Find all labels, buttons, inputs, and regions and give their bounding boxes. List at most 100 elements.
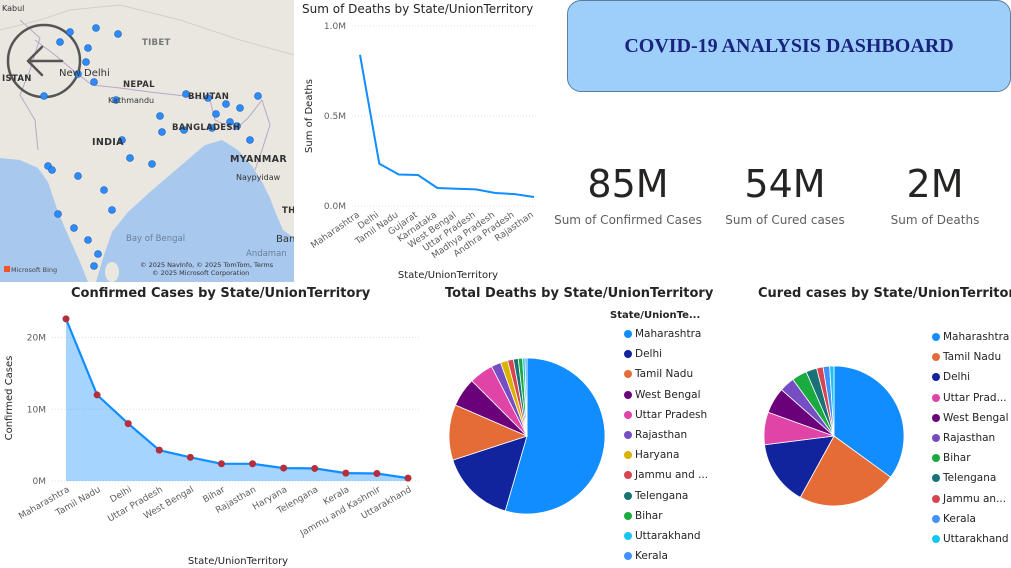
data-point[interactable] [186, 453, 194, 461]
cured-pie-chart[interactable] [762, 356, 922, 516]
map-dot[interactable] [70, 224, 78, 232]
legend-item[interactable]: Uttar Pradesh [624, 409, 707, 421]
pie-slice[interactable] [452, 435, 528, 512]
data-point[interactable] [311, 464, 319, 472]
legend-dot-icon [932, 434, 940, 442]
legend-item[interactable]: Kerala [624, 550, 668, 562]
map-dot[interactable] [236, 104, 244, 112]
kpi-cured-value: 54M [744, 162, 826, 206]
map-dot[interactable] [233, 122, 241, 130]
map-dot[interactable] [90, 78, 98, 86]
legend-item[interactable]: Delhi [624, 348, 662, 360]
y-tick-label: 0.5M [324, 112, 346, 122]
legend-item[interactable]: Maharashtra [624, 328, 701, 340]
map-dot[interactable] [204, 94, 212, 102]
map-dot[interactable] [54, 210, 62, 218]
pie-slice[interactable] [504, 357, 606, 515]
map-dot[interactable] [246, 136, 254, 144]
map-dot[interactable] [180, 126, 188, 134]
legend-item[interactable]: Uttar Prad... [932, 392, 1007, 404]
legend-item[interactable]: Rajasthan [932, 432, 995, 444]
map-dot[interactable] [108, 206, 116, 214]
legend-dot-icon [932, 393, 940, 402]
data-point[interactable] [62, 315, 70, 323]
legend-label: Uttar Pradesh [635, 408, 708, 421]
map-dot[interactable] [114, 30, 122, 38]
confirmed-series-line[interactable] [64, 318, 409, 480]
deaths-series-line[interactable] [359, 54, 535, 198]
map-dot[interactable] [84, 44, 92, 52]
map-label: BANGLADESH [172, 123, 241, 133]
legend-item[interactable]: Telengana [932, 472, 996, 484]
map-dot[interactable] [100, 186, 108, 194]
legend-item[interactable]: Tamil Nadu [624, 368, 693, 380]
data-point[interactable] [342, 469, 350, 477]
legend-item[interactable]: Maharashtra [932, 331, 1009, 343]
map-dot[interactable] [94, 250, 102, 258]
x-axis-title: State/UnionTerritory [188, 556, 288, 567]
legend-item[interactable]: Tamil Nadu [932, 351, 1001, 363]
pie-slice[interactable] [799, 435, 892, 507]
legend-item[interactable]: Uttarakhand [932, 533, 1009, 545]
map-dot[interactable] [182, 90, 190, 98]
x-axis-title: State/UnionTerritory [398, 270, 498, 281]
pie-slice[interactable] [833, 365, 905, 478]
map-visual[interactable]: Kabul ISTAN New Delhi TIBET NEPAL BHUTAN… [0, 0, 294, 282]
map-dot[interactable] [74, 172, 82, 180]
data-point[interactable] [249, 460, 257, 468]
map-dot[interactable] [208, 124, 216, 132]
map-dot[interactable] [126, 154, 134, 162]
legend-item[interactable]: Haryana [624, 449, 679, 461]
map-dot[interactable] [48, 166, 56, 174]
map-dot[interactable] [84, 236, 92, 244]
legend-item[interactable]: Jammu an... [932, 493, 1006, 505]
map-dot[interactable] [40, 92, 48, 100]
legend-label: Jammu an... [943, 492, 1007, 505]
map-dot[interactable] [156, 112, 164, 120]
map-dot[interactable] [254, 92, 262, 100]
legend-label: Uttarakhand [635, 530, 701, 542]
pie-slice[interactable] [764, 435, 835, 498]
map-dot[interactable] [118, 136, 126, 144]
map-dot[interactable] [226, 118, 234, 126]
legend-item[interactable]: West Bengal [624, 389, 701, 401]
data-point[interactable] [124, 420, 132, 428]
map-dot[interactable] [66, 28, 74, 36]
kpi-confirmed-value: 85M [587, 162, 669, 206]
data-point[interactable] [404, 474, 412, 482]
legend-dot-icon [932, 494, 940, 503]
legend-item[interactable]: Telengana [624, 490, 688, 502]
legend-item[interactable]: Bihar [932, 452, 971, 464]
map-dot[interactable] [158, 128, 166, 136]
legend-dot-icon [932, 373, 940, 382]
map-dot[interactable] [148, 160, 156, 168]
data-point[interactable] [155, 446, 163, 454]
data-point[interactable] [217, 460, 225, 468]
pie-slice[interactable] [829, 365, 835, 437]
legend-item[interactable]: West Bengal [932, 412, 1009, 424]
map-dot[interactable] [92, 24, 100, 32]
confirmed-area-fill [66, 318, 408, 481]
pie-slice[interactable] [524, 357, 528, 437]
legend-item[interactable]: Uttarakhand [624, 530, 701, 542]
deaths-pie-chart[interactable] [440, 340, 610, 530]
legend-label: West Bengal [943, 411, 1009, 424]
legend-item[interactable]: Rajasthan [624, 429, 687, 441]
map-dot[interactable] [56, 38, 64, 46]
map-dot[interactable] [74, 70, 82, 78]
map-dot[interactable] [222, 100, 230, 108]
legend-item[interactable]: Kerala [932, 513, 976, 525]
map-dot[interactable] [112, 96, 120, 104]
map-attribution[interactable]: © 2025 NavInfo, © 2025 TomTom, Terms [140, 261, 274, 269]
data-point[interactable] [373, 469, 381, 477]
data-point[interactable] [280, 464, 288, 472]
map-dot[interactable] [82, 58, 90, 66]
legend-item[interactable]: Delhi [932, 371, 970, 383]
data-point[interactable] [93, 391, 101, 399]
map-dot[interactable] [90, 262, 98, 270]
legend-item[interactable]: Bihar [624, 510, 663, 522]
legend-item[interactable]: Jammu and ... [624, 469, 708, 481]
map-dot[interactable] [212, 110, 220, 118]
